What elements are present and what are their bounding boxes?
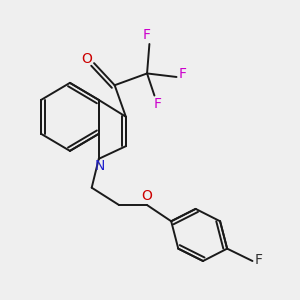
Text: N: N	[94, 159, 105, 173]
Text: F: F	[178, 67, 186, 81]
Text: O: O	[142, 189, 152, 203]
Text: F: F	[255, 253, 263, 267]
Text: O: O	[81, 52, 92, 66]
Text: F: F	[142, 28, 151, 42]
Text: F: F	[153, 98, 161, 111]
